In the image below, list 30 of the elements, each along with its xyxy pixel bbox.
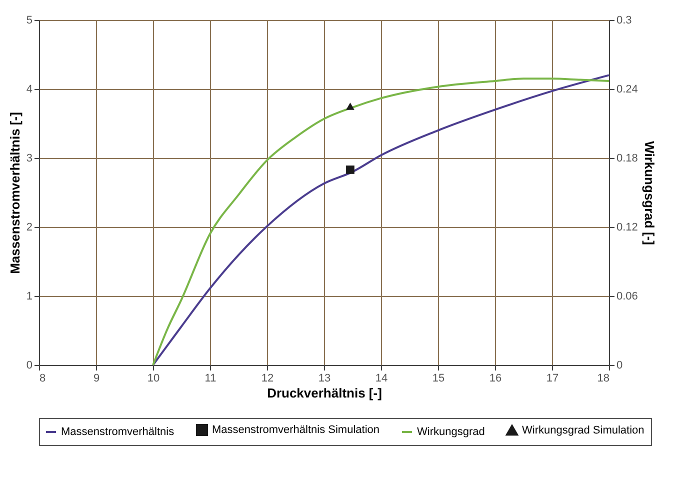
y-tick-label: 2 bbox=[26, 222, 32, 234]
x-tick-label: 15 bbox=[432, 372, 445, 384]
legend-label: Wirkungsgrad bbox=[417, 426, 485, 438]
y-tick-label: 0 bbox=[26, 360, 32, 372]
x-tick-label: 10 bbox=[147, 372, 160, 384]
y-tick-label: 4 bbox=[26, 84, 32, 96]
y-tick-label: 3 bbox=[26, 152, 32, 164]
x-tick-label: 9 bbox=[93, 372, 100, 384]
y2-tick-label: 0.24 bbox=[616, 84, 638, 96]
x-tick-label: 16 bbox=[489, 372, 502, 384]
y2-tick-label: 0.12 bbox=[616, 222, 638, 234]
x-tick-label: 18 bbox=[597, 372, 610, 384]
y-tick-label: 5 bbox=[26, 14, 32, 26]
y2-tick-label: 0 bbox=[616, 360, 623, 372]
y2-axis-title: Wirkungsgrad [-] bbox=[642, 141, 657, 245]
x-tick-label: 11 bbox=[204, 372, 216, 384]
y-axis-title: Massenstromverhältnis [-] bbox=[7, 112, 22, 274]
x-tick-label: 8 bbox=[40, 372, 46, 384]
x-tick-label: 12 bbox=[261, 372, 274, 384]
x-tick-label: 13 bbox=[318, 372, 331, 384]
y2-tick-label: 0.3 bbox=[616, 14, 632, 26]
y-tick-label: 1 bbox=[26, 290, 32, 302]
y2-tick-label: 0.18 bbox=[616, 152, 638, 164]
x-tick-label: 14 bbox=[375, 372, 388, 384]
legend-label: Massenstromverhältnis Simulation bbox=[212, 424, 380, 436]
legend-label: Massenstromverhältnis bbox=[61, 426, 175, 438]
y2-tick-label: 0.06 bbox=[616, 290, 638, 302]
legend-label: Wirkungsgrad Simulation bbox=[522, 424, 644, 436]
x-axis-title: Druckverhältnis [-] bbox=[267, 386, 382, 400]
x-tick-label: 17 bbox=[546, 372, 559, 384]
